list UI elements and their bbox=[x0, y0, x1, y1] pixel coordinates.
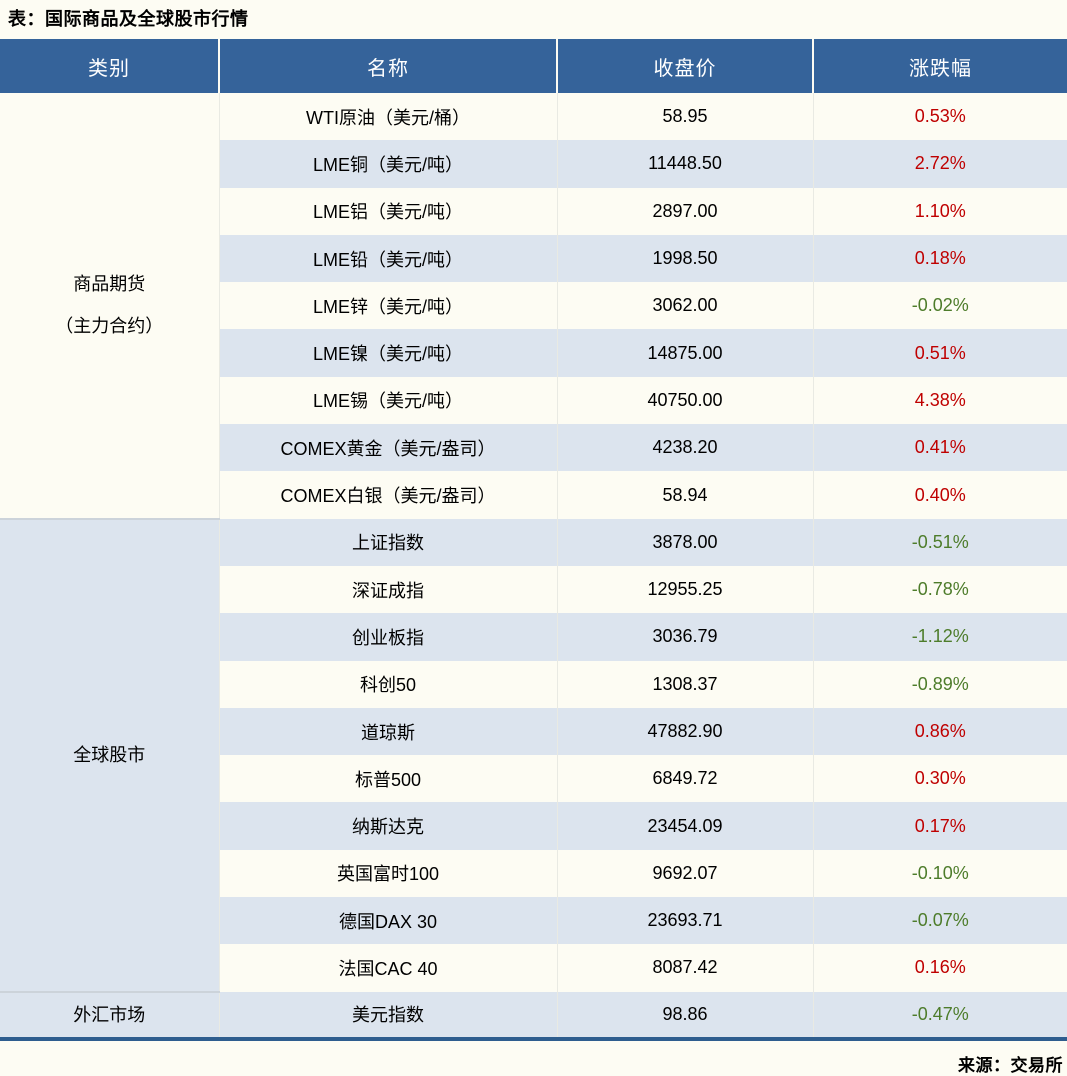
close-price-cell: 1308.37 bbox=[556, 660, 813, 708]
close-price-cell: 98.86 bbox=[556, 991, 813, 1039]
category-label: 商品期货 bbox=[73, 274, 146, 295]
category-cell: 全球股市 bbox=[0, 517, 219, 992]
close-price-cell: 47882.90 bbox=[556, 707, 813, 756]
close-price-cell: 23693.71 bbox=[556, 897, 813, 945]
change-percent-cell: 2.72% bbox=[812, 140, 1067, 188]
change-percent-cell: 0.18% bbox=[812, 234, 1067, 283]
change-percent-cell: 0.17% bbox=[812, 802, 1067, 850]
close-price-cell: 23454.09 bbox=[556, 802, 813, 850]
table-row: LME镍（美元/吨） 14875.00 0.51% bbox=[0, 329, 1067, 377]
table-body: 商品期货 （主力合约） WTI原油（美元/桶） 58.95 0.53% LME铜（美元/吨… bbox=[0, 93, 1067, 1039]
change-percent-cell: 0.41% bbox=[812, 424, 1067, 472]
close-price-cell: 3036.79 bbox=[556, 613, 813, 661]
name-cell: 创业板指 bbox=[218, 613, 557, 661]
table-row: 深证成指 12955.25 -0.78% bbox=[0, 565, 1067, 614]
name-cell: 德国DAX 30 bbox=[218, 897, 557, 945]
table-row: LME锌（美元/吨） 3062.00 -0.02% bbox=[0, 282, 1067, 330]
name-cell: 科创50 bbox=[218, 660, 557, 708]
name-cell: 道琼斯 bbox=[218, 707, 557, 756]
change-percent-cell: -0.02% bbox=[812, 282, 1067, 330]
change-percent-cell: 0.30% bbox=[812, 755, 1067, 803]
name-cell: COMEX白银（美元/盎司） bbox=[218, 471, 557, 519]
header-row: 类别 名称 收盘价 涨跌幅 bbox=[0, 39, 1067, 93]
close-price-cell: 40750.00 bbox=[556, 376, 813, 425]
col-header-close: 收盘价 bbox=[556, 39, 813, 93]
table-row: 纳斯达克 23454.09 0.17% bbox=[0, 802, 1067, 850]
table-row: LME铅（美元/吨） 1998.50 0.18% bbox=[0, 234, 1067, 283]
table-row: 商品期货 （主力合约） WTI原油（美元/桶） 58.95 0.53% bbox=[0, 93, 1067, 519]
table-row: 德国DAX 30 23693.71 -0.07% bbox=[0, 897, 1067, 945]
change-percent-cell: -0.07% bbox=[812, 897, 1067, 945]
table-row: LME锡（美元/吨） 40750.00 4.38% bbox=[0, 376, 1067, 425]
category-cell: 商品期货 （主力合约） bbox=[0, 93, 219, 519]
table-row: 全球股市 上证指数 3878.00 -0.51% bbox=[0, 517, 1067, 992]
name-cell: 英国富时100 bbox=[218, 849, 557, 898]
name-cell: 美元指数 bbox=[218, 991, 557, 1039]
change-percent-cell: 0.53% bbox=[812, 93, 1067, 141]
change-percent-cell: -0.78% bbox=[812, 565, 1067, 614]
close-price-cell: 4238.20 bbox=[556, 424, 813, 472]
close-price-cell: 58.94 bbox=[556, 471, 813, 519]
table-row: LME铝（美元/吨） 2897.00 1.10% bbox=[0, 187, 1067, 235]
change-percent-cell: -0.10% bbox=[812, 849, 1067, 898]
col-header-change: 涨跌幅 bbox=[812, 39, 1067, 93]
close-price-cell: 2897.00 bbox=[556, 187, 813, 235]
name-cell: 深证成指 bbox=[218, 565, 557, 614]
name-cell: 上证指数 bbox=[218, 518, 557, 566]
col-header-name: 名称 bbox=[218, 39, 557, 93]
name-cell: WTI原油（美元/桶） bbox=[218, 93, 557, 141]
table-row: COMEX黄金（美元/盎司） 4238.20 0.41% bbox=[0, 424, 1067, 472]
table-row: 道琼斯 47882.90 0.86% bbox=[0, 707, 1067, 756]
close-price-cell: 11448.50 bbox=[556, 140, 813, 188]
change-percent-cell: -0.47% bbox=[812, 991, 1067, 1039]
close-price-cell: 3062.00 bbox=[556, 282, 813, 330]
name-cell: 纳斯达克 bbox=[218, 802, 557, 850]
name-cell: LME锌（美元/吨） bbox=[218, 282, 557, 330]
change-percent-cell: -0.51% bbox=[812, 518, 1067, 566]
change-percent-cell: -1.12% bbox=[812, 613, 1067, 661]
close-price-cell: 14875.00 bbox=[556, 329, 813, 377]
table-row: 科创50 1308.37 -0.89% bbox=[0, 660, 1067, 708]
table-row: COMEX白银（美元/盎司） 58.94 0.40% bbox=[0, 471, 1067, 519]
market-table: 类别 名称 收盘价 涨跌幅 商品期货 （主力合约） WTI原油（美元/桶） 58.95… bbox=[0, 39, 1067, 1041]
change-percent-cell: 0.16% bbox=[812, 944, 1067, 992]
name-cell: LME锡（美元/吨） bbox=[218, 376, 557, 425]
close-price-cell: 9692.07 bbox=[556, 849, 813, 898]
table-row: 英国富时100 9692.07 -0.10% bbox=[0, 849, 1067, 898]
source-note: 来源：交易所 bbox=[958, 1055, 1063, 1075]
change-percent-cell: 0.40% bbox=[812, 471, 1067, 519]
table-title: 表：国际商品及全球股市行情 bbox=[8, 9, 249, 29]
name-cell: LME铜（美元/吨） bbox=[218, 140, 557, 188]
change-percent-cell: 0.86% bbox=[812, 707, 1067, 756]
close-price-cell: 6849.72 bbox=[556, 755, 813, 803]
table-header: 类别 名称 收盘价 涨跌幅 bbox=[0, 39, 1067, 93]
table-row: 外汇市场 美元指数 98.86 -0.47% bbox=[0, 990, 1067, 1039]
category-label: （主力合约） bbox=[55, 316, 164, 337]
change-percent-cell: 0.51% bbox=[812, 329, 1067, 377]
name-cell: 法国CAC 40 bbox=[218, 944, 557, 992]
table-row: LME铜（美元/吨） 11448.50 2.72% bbox=[0, 140, 1067, 188]
close-price-cell: 12955.25 bbox=[556, 565, 813, 614]
table-row: 法国CAC 40 8087.42 0.16% bbox=[0, 944, 1067, 992]
name-cell: LME镍（美元/吨） bbox=[218, 329, 557, 377]
name-cell: LME铅（美元/吨） bbox=[218, 234, 557, 283]
close-price-cell: 58.95 bbox=[556, 93, 813, 141]
change-percent-cell: 4.38% bbox=[812, 376, 1067, 425]
close-price-cell: 3878.00 bbox=[556, 518, 813, 566]
change-percent-cell: -0.89% bbox=[812, 660, 1067, 708]
category-label: 外汇市场 bbox=[73, 1004, 146, 1025]
change-percent-cell: 1.10% bbox=[812, 187, 1067, 235]
name-cell: 标普500 bbox=[218, 755, 557, 803]
col-header-category: 类别 bbox=[0, 39, 219, 93]
table-row: 标普500 6849.72 0.30% bbox=[0, 755, 1067, 803]
table-row: 创业板指 3036.79 -1.12% bbox=[0, 613, 1067, 661]
close-price-cell: 8087.42 bbox=[556, 944, 813, 992]
name-cell: COMEX黄金（美元/盎司） bbox=[218, 424, 557, 472]
close-price-cell: 1998.50 bbox=[556, 234, 813, 283]
category-label: 全球股市 bbox=[73, 745, 146, 766]
category-cell: 外汇市场 bbox=[0, 990, 219, 1039]
name-cell: LME铝（美元/吨） bbox=[218, 187, 557, 235]
